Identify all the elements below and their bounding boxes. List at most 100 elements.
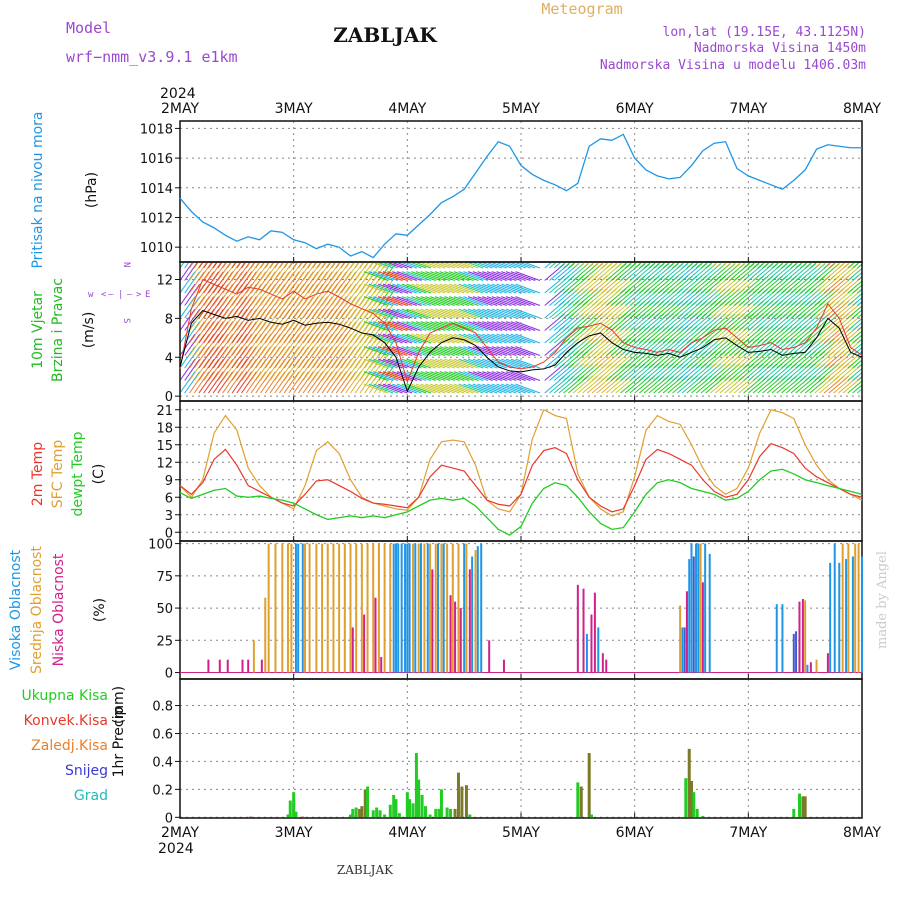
wind-barb [359, 262, 365, 269]
wind-barb [335, 262, 350, 281]
wind-barb [847, 355, 862, 369]
wind-barb [222, 321, 238, 344]
wind-barb [255, 283, 272, 306]
bar [252, 640, 255, 673]
wind-barb [260, 371, 276, 394]
bar [437, 808, 441, 818]
wind-barb [453, 283, 479, 294]
y-tick-label: 12 [156, 456, 173, 471]
wind-barb [217, 296, 234, 319]
wind-barb [363, 333, 389, 344]
wind-barb [505, 283, 531, 294]
bar [697, 543, 700, 673]
wind-barb [463, 383, 489, 394]
wind-barb [368, 371, 394, 381]
wind-barb [321, 283, 338, 306]
wind-barb [681, 262, 690, 269]
wind-barb [503, 262, 522, 269]
top-day-label: 5MAY [502, 101, 540, 117]
bottom-day-label: 8MAY [843, 825, 881, 841]
wind-barb [345, 271, 362, 294]
wind-barb [434, 308, 460, 319]
bar [226, 659, 229, 673]
wind-barb [250, 296, 267, 319]
wind-barb [189, 271, 205, 294]
bar [404, 543, 407, 673]
wind-barb [378, 321, 395, 344]
wind-barb [302, 283, 319, 306]
wind-barb [180, 262, 194, 281]
wind-barb [444, 283, 470, 294]
wind-barb [449, 296, 474, 306]
wind-barb [335, 371, 352, 394]
wind-barb [425, 283, 451, 294]
wind-barb [354, 296, 371, 319]
wind-barb [856, 300, 862, 306]
bar [579, 786, 583, 818]
wind-barb [648, 262, 657, 269]
wind-barb [316, 262, 331, 281]
bar [321, 543, 324, 673]
wind-ylabel-unit: (m/s) [81, 312, 97, 349]
wind-barb [359, 271, 376, 294]
wind-barb [383, 271, 399, 294]
wind-barb [307, 308, 324, 331]
wind-barb [363, 346, 389, 356]
wind-barb [250, 358, 267, 381]
wind-barb [335, 271, 352, 294]
wind-barb [312, 358, 328, 381]
wind-barb [269, 283, 286, 306]
wind-barb [510, 271, 536, 281]
wind-barb [283, 271, 300, 294]
wind-barb [250, 321, 267, 344]
wind-barb [676, 262, 686, 269]
bar [286, 543, 289, 673]
wind-barb [193, 333, 210, 356]
wind-barb [449, 283, 474, 294]
bar [406, 543, 409, 673]
wind-barb [331, 262, 346, 281]
wind-barb [316, 308, 333, 331]
bar [681, 627, 684, 673]
wind-barb [430, 296, 455, 306]
bar [372, 543, 375, 673]
bar [308, 543, 311, 673]
wind-barb [449, 383, 474, 394]
bar [708, 553, 711, 673]
wind-barb [406, 321, 432, 331]
bottom-day-label: 6MAY [616, 825, 654, 841]
bar [405, 792, 409, 818]
wind-barb [377, 383, 403, 394]
wind-barb [264, 262, 271, 269]
wind-barb [208, 358, 224, 381]
wind-barb [733, 262, 743, 269]
wind-barb [250, 283, 267, 306]
precip-legend-hail: Grad [74, 788, 108, 804]
wind-barb [396, 271, 422, 281]
wind-barb [392, 283, 417, 294]
wind-barb [297, 271, 314, 294]
wind-barb [434, 283, 460, 294]
wind-barb [482, 271, 507, 281]
wind-barb [458, 283, 484, 294]
wind-barb [477, 321, 503, 331]
wind-barb [364, 283, 381, 306]
wind-barb [307, 321, 324, 344]
wind-barb [208, 346, 224, 369]
wind-barb [458, 358, 484, 369]
wind-barb [383, 308, 399, 331]
wind-barb [510, 346, 536, 356]
wind-barb [212, 333, 229, 356]
wind-barb [496, 308, 522, 319]
wind-barb [208, 308, 224, 331]
wind-barb [444, 321, 470, 331]
wind-barb [453, 308, 479, 319]
wind-barb [189, 371, 205, 394]
footer-station: ZABLJAK [337, 863, 394, 877]
wind-barb [217, 321, 234, 344]
y-tick-label: 0.2 [152, 783, 173, 798]
wind-barb [297, 262, 304, 269]
wind-barb [307, 271, 324, 294]
wind-barb [852, 371, 862, 381]
wind-barb [369, 371, 385, 394]
